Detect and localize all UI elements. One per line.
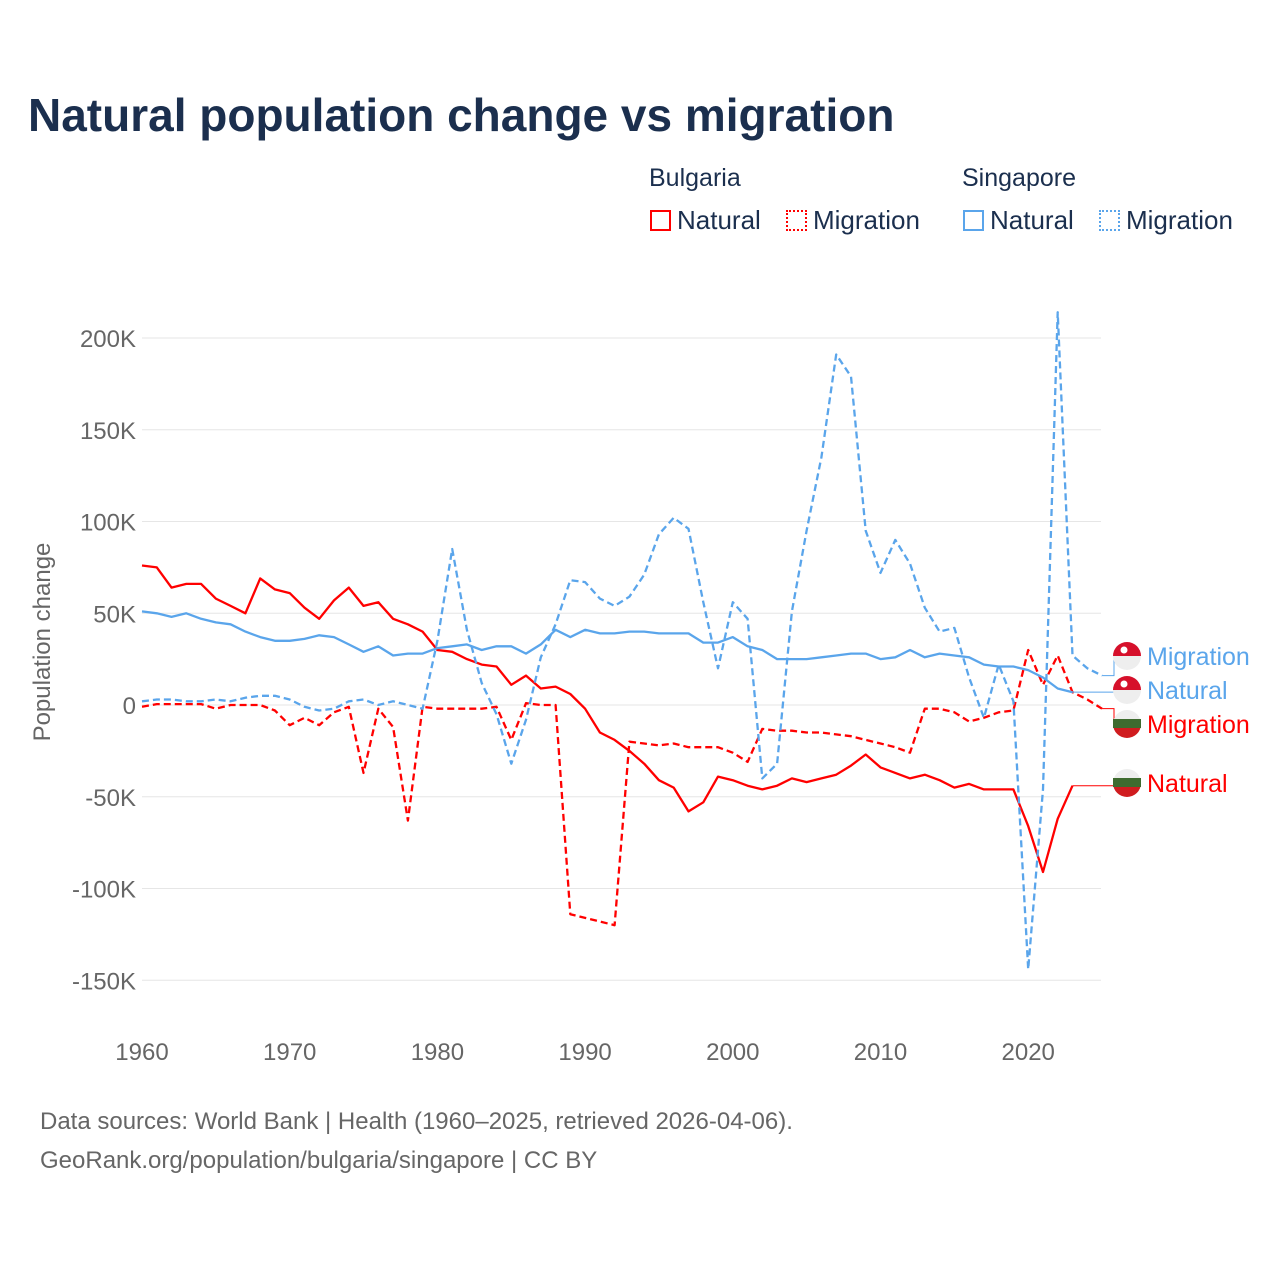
x-tick-label: 1990	[558, 1039, 611, 1066]
x-tick-label: 2010	[854, 1039, 907, 1066]
y-tick-label: -150K	[72, 968, 136, 995]
series-line-singapore-migration	[141, 311, 1103, 971]
legend-swatch-dotted	[786, 210, 807, 231]
legend-group-bulgaria: Bulgaria	[649, 164, 741, 192]
flag-crescent	[1120, 646, 1128, 654]
x-tick-label: 1960	[115, 1039, 168, 1066]
y-tick-label: 200K	[80, 326, 136, 353]
x-tick-label: 2000	[706, 1039, 759, 1066]
legend-bulgaria-migration[interactable]: Migration	[786, 205, 920, 236]
flag-stripe	[1113, 719, 1141, 728]
legend-label: Migration	[1126, 205, 1233, 235]
series-line-bulgaria-natural	[141, 564, 1074, 874]
label-connector	[1072, 783, 1115, 787]
x-tick-label: 1970	[263, 1039, 316, 1066]
y-tick-label: -50K	[85, 785, 136, 812]
legend-group-singapore: Singapore	[962, 164, 1076, 192]
y-tick-label: -100K	[72, 877, 136, 904]
legend-singapore-natural[interactable]: Natural	[963, 205, 1074, 236]
series-end-label: Migration	[1147, 643, 1250, 671]
y-tick-label: 150K	[80, 418, 136, 445]
series-end-label: Natural	[1147, 677, 1228, 705]
legend-label: Migration	[813, 205, 920, 235]
chart-title: Natural population change vs migration	[28, 89, 895, 141]
legend-swatch-solid	[963, 210, 984, 231]
series-end-label: Migration	[1147, 711, 1250, 739]
label-connector	[1102, 708, 1115, 724]
legend-label: Natural	[677, 205, 761, 235]
y-axis-label: Population change	[29, 543, 56, 742]
label-connector	[1102, 656, 1115, 677]
legend-label: Natural	[990, 205, 1074, 235]
series-line-singapore-natural	[141, 610, 1073, 694]
label-connector	[1072, 690, 1115, 693]
legend-swatch-dotted	[1099, 210, 1120, 231]
footer-link[interactable]: GeoRank.org/population/bulgaria/singapor…	[40, 1147, 598, 1174]
footer-sources: Data sources: World Bank | Health (1960–…	[40, 1108, 793, 1135]
y-tick-label: 0	[123, 693, 136, 720]
x-tick-label: 2020	[1002, 1039, 1055, 1066]
series-line-bulgaria-migration	[141, 648, 1103, 927]
flag-crescent	[1120, 680, 1128, 688]
series-end-label: Natural	[1147, 770, 1228, 798]
legend-swatch-solid	[650, 210, 671, 231]
flag-stripe	[1113, 778, 1141, 787]
x-tick-label: 1980	[411, 1039, 464, 1066]
legend-bulgaria-natural[interactable]: Natural	[650, 205, 761, 236]
legend-singapore-migration[interactable]: Migration	[1099, 205, 1233, 236]
y-tick-label: 100K	[80, 510, 136, 537]
y-tick-label: 50K	[93, 601, 136, 628]
